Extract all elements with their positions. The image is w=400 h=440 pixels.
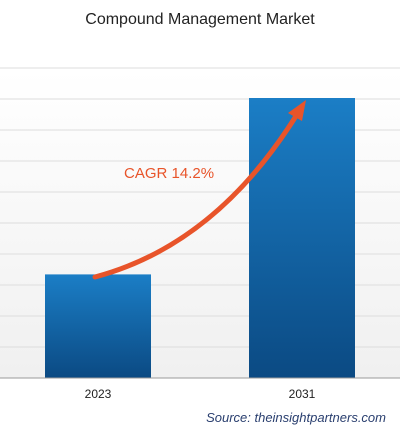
x-tick-label-2031: 2031 [289,387,316,401]
bar-2023 [45,274,151,378]
bars [45,98,355,378]
x-tick-label-2023: 2023 [85,387,112,401]
x-tick-labels: 2023 2031 [85,387,316,401]
cagr-arrow-head [288,100,306,121]
cagr-label: CAGR 14.2% [124,165,214,182]
cagr-arrow-line [92,113,299,280]
chart-title: Compound Management Market [85,11,315,28]
source-credit: Source: theinsightpartners.com [206,410,386,425]
bar-2031 [249,98,355,378]
